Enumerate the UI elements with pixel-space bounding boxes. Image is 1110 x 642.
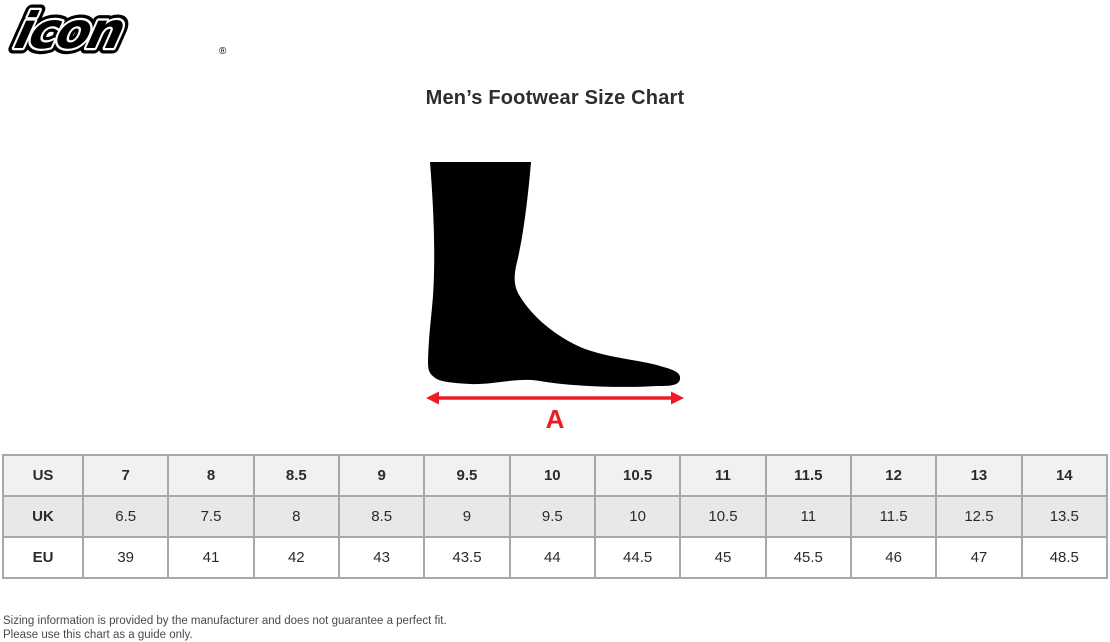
foot-silhouette	[428, 162, 681, 387]
size-cell: 43.5	[423, 536, 511, 579]
size-row-eu: EU 39 41 42 43 43.5 44 44.5 45 45.5 46 47 48.5	[2, 536, 1109, 579]
logo-inline-text: icon	[10, 2, 130, 60]
logo-outline-text: icon	[10, 2, 130, 60]
size-row-uk: UK 6.5 7.5 8 8.5 9 9.5 10 10.5 11 11.5 12.5 13.5	[2, 495, 1109, 538]
size-cell: 9	[337, 454, 426, 497]
size-cell: 44.5	[593, 536, 682, 579]
size-cell: 45.5	[764, 536, 852, 579]
size-cell: 13	[935, 454, 1023, 497]
size-cell: 8	[252, 495, 340, 538]
size-cell: 41	[167, 536, 255, 579]
size-cell: 7.5	[167, 495, 255, 538]
size-cell: 45	[679, 536, 767, 579]
size-cell: 10.5	[593, 454, 682, 497]
size-cell: 10	[508, 454, 596, 497]
size-cell: 11	[764, 495, 852, 538]
size-cell: 11	[679, 454, 767, 497]
size-cell: 47	[935, 536, 1023, 579]
size-cell: 39	[81, 536, 170, 579]
size-cell: 7	[81, 454, 170, 497]
measurement-arrow	[426, 391, 684, 405]
size-cell: 12	[849, 454, 938, 497]
size-cell: 8.5	[337, 495, 426, 538]
size-cell: 10.5	[679, 495, 767, 538]
size-system-label: UK	[2, 495, 84, 538]
size-cell: 8	[167, 454, 255, 497]
size-row-us: US 7 8 8.5 9 9.5 10 10.5 11 11.5 12 13 14	[2, 454, 1109, 497]
size-cell: 9.5	[423, 454, 511, 497]
size-cell: 6.5	[81, 495, 170, 538]
logo-fill-text: icon	[10, 2, 130, 60]
size-cell: 12.5	[935, 495, 1023, 538]
measurement-label-a: A	[545, 404, 565, 434]
registered-mark: ®	[219, 46, 227, 57]
sizing-disclaimer: Sizing information is provided by the ma…	[3, 614, 447, 642]
icon-logo-svg: icon icon icon ®	[4, 0, 227, 65]
size-system-label: US	[2, 454, 84, 497]
size-cell: 10	[593, 495, 682, 538]
size-cell: 46	[849, 536, 938, 579]
size-cell: 43	[337, 536, 426, 579]
icon-logo: icon icon icon ®	[4, 0, 236, 65]
size-cell: 13.5	[1020, 495, 1109, 538]
size-system-label: EU	[2, 536, 84, 579]
size-cell: 42	[252, 536, 340, 579]
foot-measurement-diagram: A	[425, 156, 685, 432]
size-cell: 48.5	[1020, 536, 1109, 579]
disclaimer-line-2: Please use this chart as a guide only.	[3, 629, 193, 641]
page-title: Men’s Footwear Size Chart	[425, 87, 685, 109]
size-cell: 11.5	[764, 454, 852, 497]
size-cell: 14	[1020, 454, 1109, 497]
size-table: US 7 8 8.5 9 9.5 10 10.5 11 11.5 12 13 14 UK 6.5 7.5 8 8.…	[2, 454, 1109, 579]
size-cell: 11.5	[849, 495, 938, 538]
size-cell: 9	[423, 495, 511, 538]
size-cell: 8.5	[252, 454, 340, 497]
size-table-body: US 7 8 8.5 9 9.5 10 10.5 11 11.5 12 13 14 UK 6.5 7.5 8 8.…	[2, 454, 1109, 579]
size-cell: 44	[508, 536, 596, 579]
size-cell: 9.5	[508, 495, 596, 538]
disclaimer-line-1: Sizing information is provided by the ma…	[3, 615, 447, 627]
